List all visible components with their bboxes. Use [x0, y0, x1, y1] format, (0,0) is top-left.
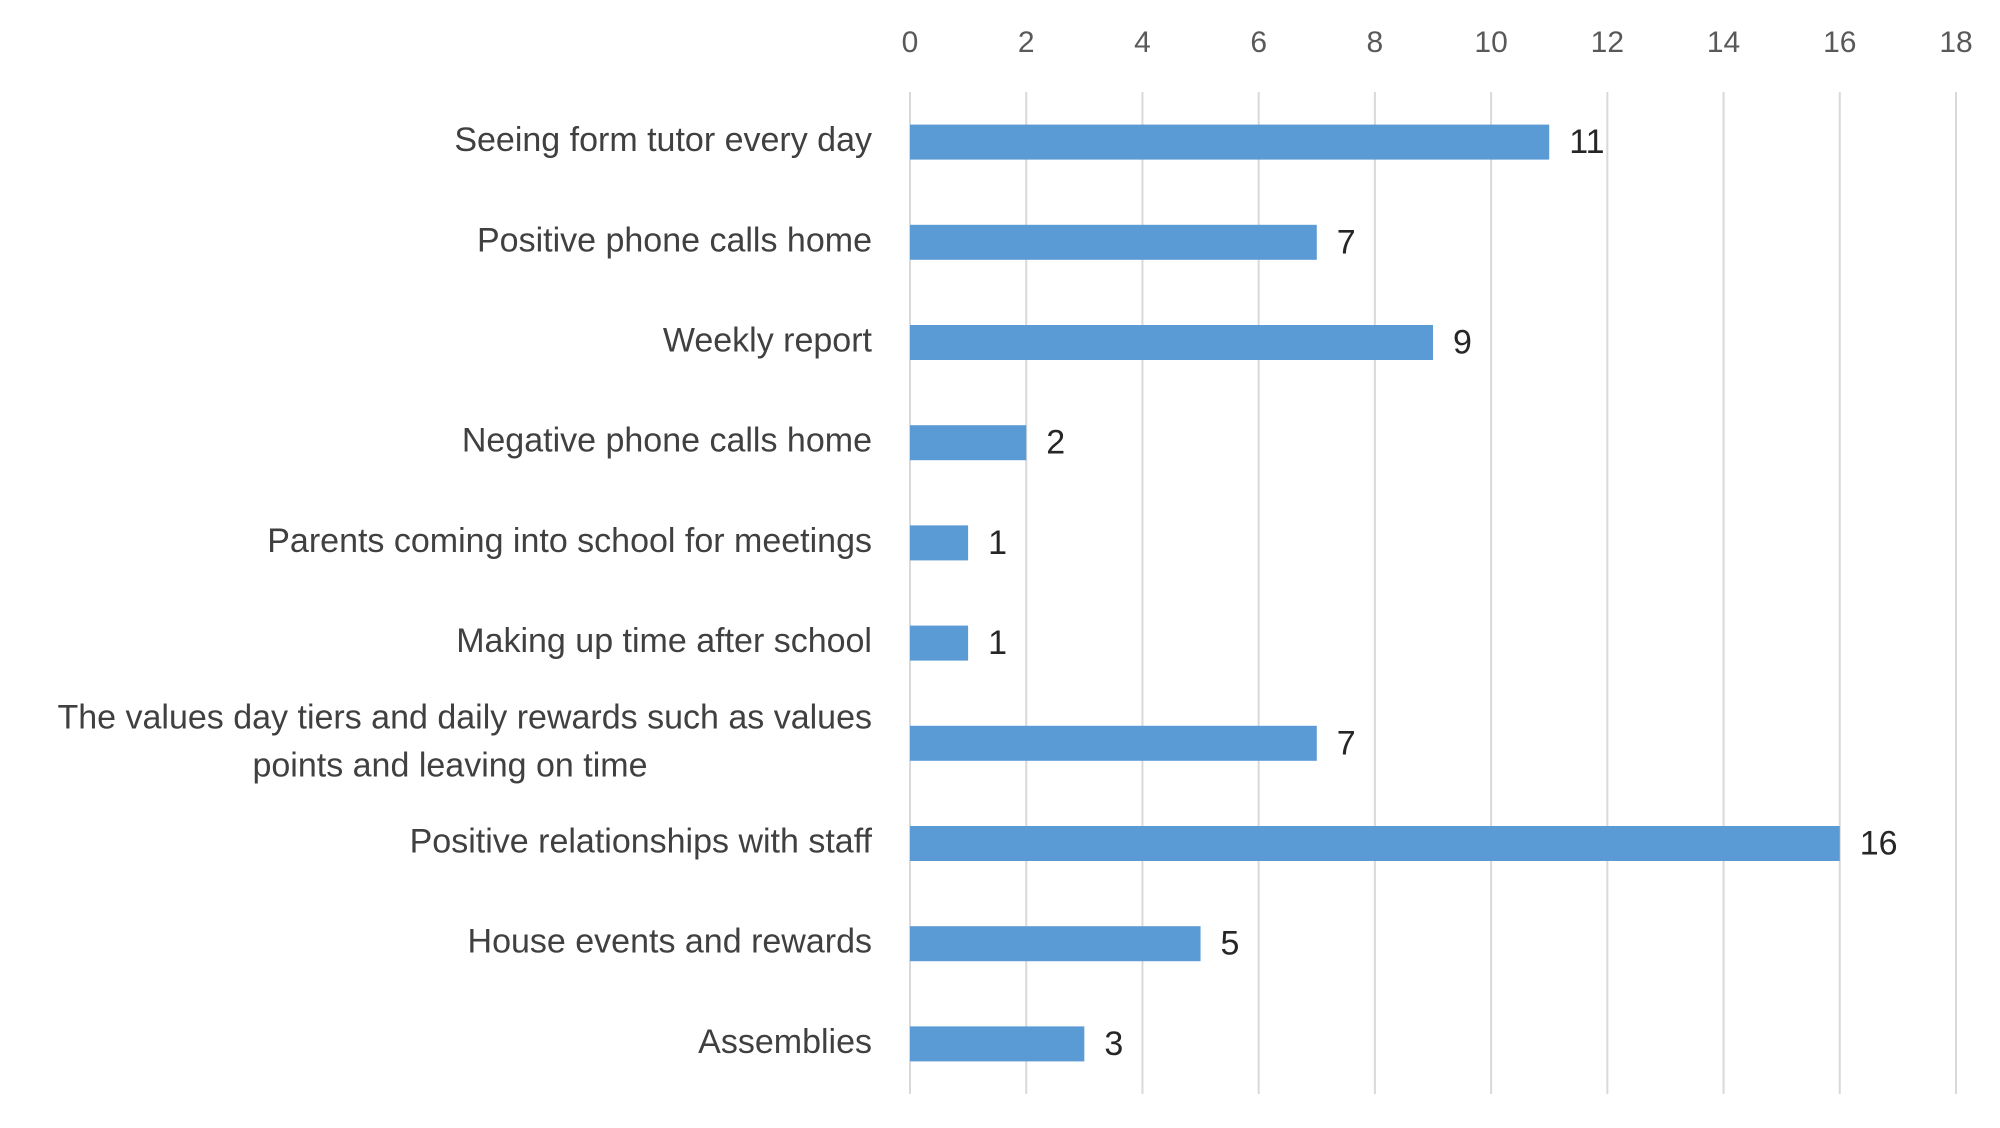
x-tick-label: 16 [1823, 26, 1856, 59]
data-label: 9 [1453, 323, 1472, 361]
x-tick-label: 0 [902, 26, 919, 59]
category-label-line: Positive relationships with staff [410, 822, 873, 860]
category-label: Negative phone calls home [462, 422, 872, 460]
data-label: 5 [1221, 925, 1240, 963]
bar [910, 325, 1433, 360]
x-axis-ticks: 0 2 4 6 8 10 12 14 16 18 [902, 26, 1973, 59]
category-label-line: Negative phone calls home [462, 422, 872, 460]
category-label-line: Assemblies [698, 1023, 872, 1061]
category-label: The values day tiers and daily rewards s… [57, 698, 872, 784]
category-label-line: Positive phone calls home [477, 221, 872, 259]
category-label-line: Seeing form tutor every day [454, 121, 872, 159]
data-label: 7 [1337, 724, 1356, 762]
category-label-line: Weekly report [663, 321, 873, 359]
x-tick-label: 8 [1367, 26, 1384, 59]
bar [910, 525, 969, 561]
category-labels: Seeing form tutor every day Positive phon… [57, 121, 872, 1061]
category-label: Seeing form tutor every day [454, 121, 872, 159]
category-label: House events and rewards [468, 923, 872, 961]
category-label-line: House events and rewards [468, 923, 872, 961]
category-label: Positive phone calls home [477, 221, 872, 259]
category-label: Weekly report [663, 321, 873, 359]
bar [910, 725, 1317, 761]
category-label: Parents coming into school for meetings [267, 522, 872, 560]
x-tick-label: 18 [1939, 26, 1972, 59]
x-tick-label: 2 [1018, 26, 1035, 59]
bar [910, 124, 1550, 160]
category-label-line: The values day tiers and daily rewards s… [57, 698, 872, 736]
data-label: 1 [988, 524, 1007, 562]
category-label-line: Parents coming into school for meetings [267, 522, 872, 560]
data-label: 11 [1569, 123, 1604, 161]
category-label: Assemblies [698, 1023, 872, 1061]
bar [910, 926, 1201, 962]
category-label: Positive relationships with staff [410, 822, 873, 860]
bar [910, 425, 1027, 461]
x-tick-label: 6 [1250, 26, 1267, 59]
bar [910, 625, 969, 661]
category-label: Making up time after school [456, 622, 872, 660]
x-tick-label: 14 [1707, 26, 1740, 59]
category-label-line: Making up time after school [456, 622, 872, 660]
bar [910, 826, 1840, 861]
data-label: 2 [1046, 424, 1065, 462]
bar [910, 1026, 1085, 1062]
category-label-line: points and leaving on time [252, 746, 647, 784]
data-label: 7 [1337, 223, 1356, 261]
x-tick-label: 10 [1474, 26, 1507, 59]
x-tick-label: 12 [1591, 26, 1624, 59]
data-label: 3 [1104, 1025, 1123, 1063]
bars [910, 124, 1840, 1062]
data-label: 16 [1860, 824, 1898, 862]
x-tick-label: 4 [1134, 26, 1151, 59]
data-label: 1 [988, 624, 1007, 662]
bar [910, 224, 1317, 260]
